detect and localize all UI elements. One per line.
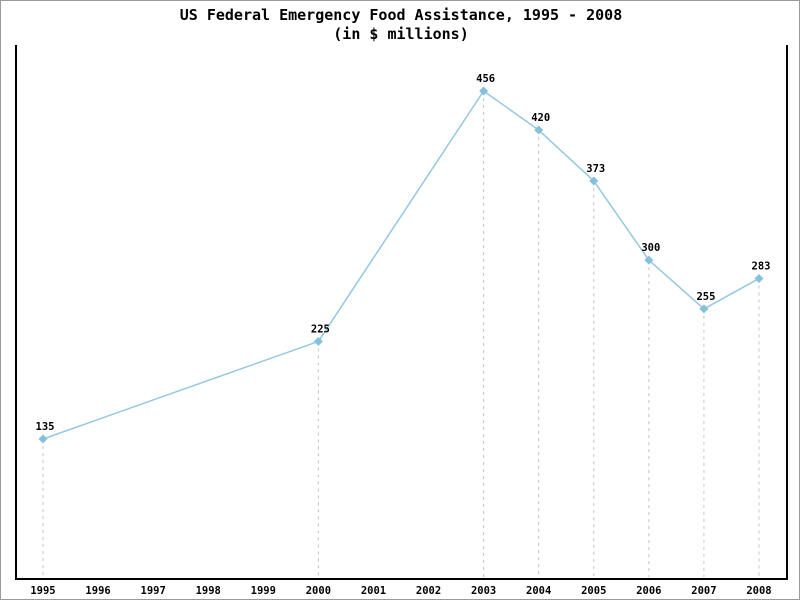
point-label: 225 bbox=[311, 323, 330, 335]
data-point-marker bbox=[313, 336, 323, 346]
x-tick-label: 2008 bbox=[746, 585, 771, 597]
point-label: 420 bbox=[531, 112, 550, 124]
series-layer bbox=[38, 86, 764, 444]
x-tick-label: 2000 bbox=[306, 585, 331, 597]
series-line bbox=[42, 90, 760, 440]
labels-layer: 135 225 456 420 373 300 255 283 1995 1996 1997 1998… bbox=[30, 73, 771, 597]
point-label: 135 bbox=[36, 421, 55, 433]
data-point-marker bbox=[479, 86, 489, 96]
x-tick-label: 1999 bbox=[251, 585, 276, 597]
x-tick-label: 2006 bbox=[636, 585, 661, 597]
point-label: 300 bbox=[641, 242, 660, 254]
x-tick-label: 1997 bbox=[141, 585, 166, 597]
x-tick-label: 1995 bbox=[30, 585, 55, 597]
x-tick-label: 2007 bbox=[691, 585, 716, 597]
x-tick-label: 2004 bbox=[526, 585, 551, 597]
data-point-marker bbox=[754, 274, 764, 284]
chart-subtitle: (in $ millions) bbox=[333, 25, 468, 43]
chart-title: US Federal Emergency Food Assistance, 19… bbox=[180, 6, 623, 24]
point-label: 373 bbox=[586, 163, 605, 175]
x-tick-label: 2001 bbox=[361, 585, 386, 597]
data-point-marker bbox=[534, 125, 544, 135]
x-tick-label: 1996 bbox=[85, 585, 110, 597]
data-point-marker bbox=[699, 304, 709, 314]
axes-layer bbox=[15, 45, 788, 580]
point-label: 283 bbox=[752, 261, 771, 273]
data-point-marker bbox=[589, 176, 599, 186]
data-point-marker bbox=[644, 255, 654, 265]
gridlines-layer bbox=[42, 98, 760, 577]
x-tick-label: 2002 bbox=[416, 585, 441, 597]
x-tick-label: 2003 bbox=[471, 585, 496, 597]
x-tick-label: 1998 bbox=[196, 585, 221, 597]
x-tick-label: 2005 bbox=[581, 585, 606, 597]
point-label: 255 bbox=[696, 291, 715, 303]
point-label: 456 bbox=[476, 73, 495, 85]
data-point-marker bbox=[38, 434, 48, 444]
